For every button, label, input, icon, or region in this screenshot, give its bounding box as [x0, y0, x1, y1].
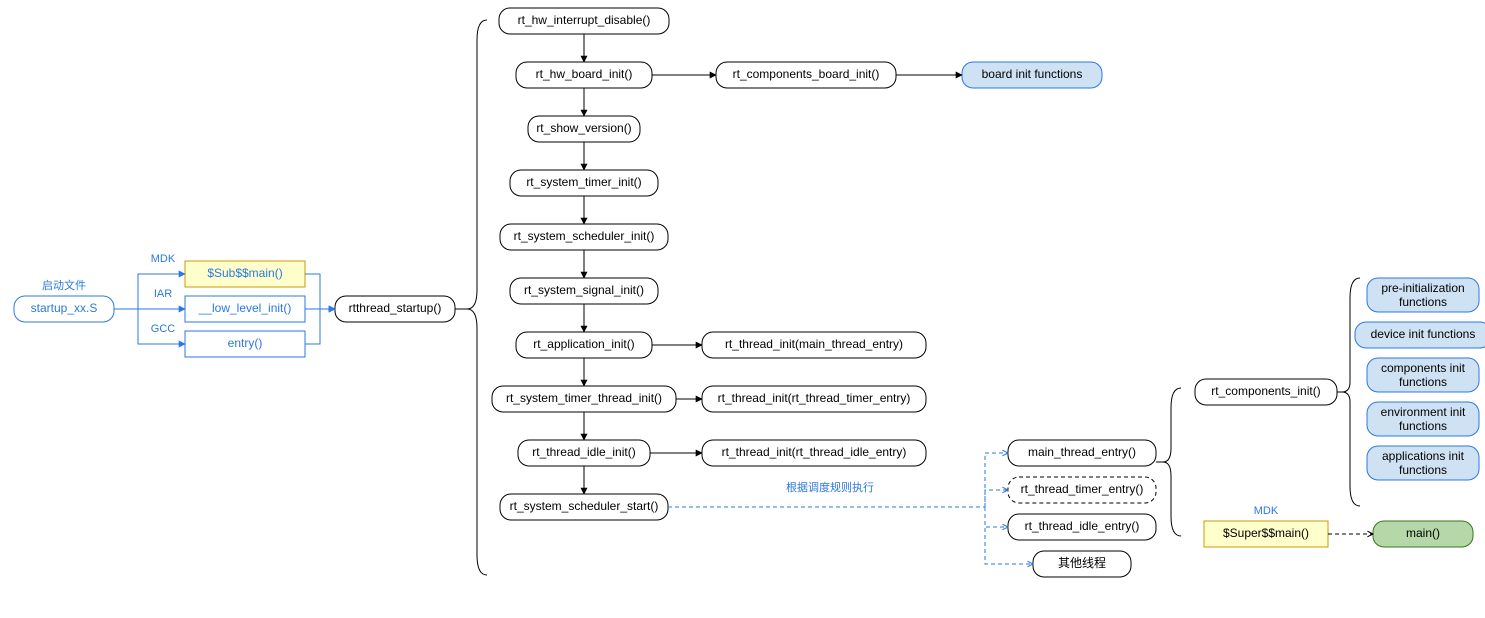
brace-rtthread	[467, 20, 487, 575]
node-devinit-label: device init functions	[1371, 327, 1476, 341]
node-appinit-label2: functions	[1399, 463, 1447, 477]
node-appinit-label1: applications init	[1382, 449, 1465, 463]
edge-entry-rtstart	[305, 309, 335, 344]
node-app-init-label: rt_application_init()	[533, 337, 634, 351]
label-schedule-rule: 根据调度规则执行	[786, 480, 874, 494]
node-entry-label: entry()	[228, 336, 263, 350]
label-mdk2: MDK	[1254, 505, 1279, 517]
edge-startup-sub	[114, 274, 185, 309]
node-idle-init-label: rt_thread_idle_init()	[532, 445, 635, 459]
node-show-version-label: rt_show_version()	[536, 121, 631, 135]
node-compinit-label2: functions	[1399, 375, 1447, 389]
label-iar: IAR	[154, 288, 172, 300]
node-timer-init-label: rt_system_timer_init()	[526, 175, 641, 189]
node-thread-init-timer-label: rt_thread_init(rt_thread_timer_entry)	[718, 391, 911, 405]
node-components-init-label: rt_components_init()	[1211, 384, 1320, 398]
node-sched-start-label: rt_system_scheduler_start()	[510, 499, 659, 513]
node-main-label: main()	[1406, 526, 1440, 540]
node-envinit-label2: functions	[1399, 419, 1447, 433]
node-startup-xx-label: startup_xx.S	[31, 301, 98, 315]
node-thread-init-idle-label: rt_thread_init(rt_thread_idle_entry)	[722, 445, 907, 459]
node-int-disable-label: rt_hw_interrupt_disable()	[518, 13, 651, 27]
node-board-init-funcs-label: board init functions	[982, 67, 1083, 81]
node-signal-init-label: rt_system_signal_init()	[524, 283, 644, 297]
label-startup-file: 启动文件	[42, 278, 86, 292]
node-other-threads-label: 其他线程	[1058, 555, 1106, 570]
node-thread-timer-entry-label: rt_thread_timer_entry()	[1021, 482, 1144, 496]
node-super-main-label: $Super$$main()	[1223, 526, 1309, 540]
label-mdk: MDK	[151, 253, 176, 265]
node-preinit-label2: functions	[1399, 295, 1447, 309]
node-timer-thread-init-label: rt_system_timer_thread_init()	[506, 391, 662, 405]
node-compinit-label1: components init	[1381, 361, 1466, 375]
node-rtthread-startup-label: rtthread_startup()	[349, 301, 442, 315]
node-thread-init-main-label: rt_thread_init(main_thread_entry)	[725, 337, 903, 351]
node-thread-idle-entry-label: rt_thread_idle_entry()	[1025, 519, 1140, 533]
node-main-thread-entry-label: main_thread_entry()	[1028, 445, 1136, 459]
edge-sched-timer	[985, 490, 1008, 507]
node-sub-main-label: $Sub$$main()	[207, 266, 282, 280]
brace-main-entry	[1163, 388, 1181, 536]
edge-sub-rtstart	[305, 274, 335, 309]
edge-sched-idle	[985, 507, 1008, 527]
node-board-init-label: rt_hw_board_init()	[536, 67, 633, 81]
node-comp-board-init-label: rt_components_board_init()	[733, 67, 880, 81]
node-preinit-label1: pre-initialization	[1381, 281, 1464, 295]
node-envinit-label1: environment init	[1381, 405, 1466, 419]
label-gcc: GCC	[151, 323, 176, 335]
brace-components	[1342, 278, 1360, 506]
node-low-level-init-label: __low_level_init()	[198, 301, 292, 315]
flowchart-diagram: startup_xx.S 启动文件 $Sub$$main() MDK __low…	[0, 0, 1485, 618]
node-sched-init-label: rt_system_scheduler_init()	[514, 229, 655, 243]
